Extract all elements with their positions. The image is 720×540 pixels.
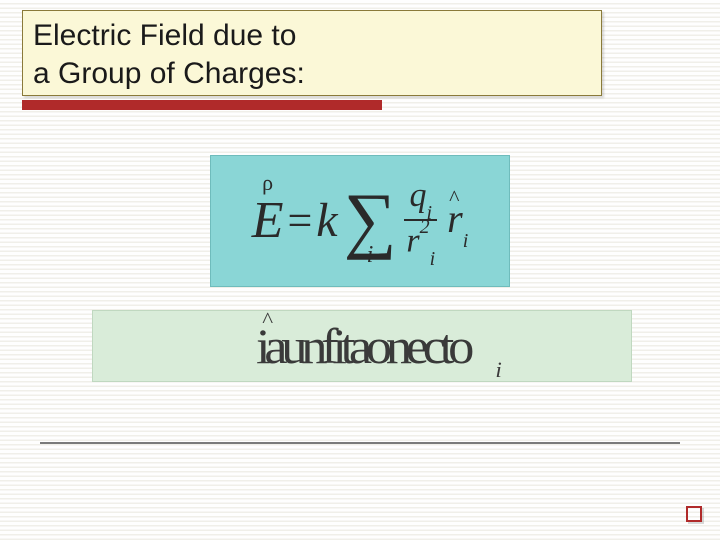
equals-symbol: =: [287, 195, 312, 246]
E-symbol: E: [252, 192, 284, 249]
footer-divider: [40, 442, 680, 444]
title-underline: [22, 100, 382, 110]
vector-decor: ρ: [262, 177, 273, 188]
sigma-index: i: [367, 242, 374, 269]
sigma-wrap: ∑ i: [344, 191, 397, 250]
title-text: Electric Field due to a Group of Charges…: [33, 17, 591, 92]
den-var: r: [406, 223, 419, 260]
unit-vector-r: ^ ri: [447, 195, 468, 247]
title-line-2: a Group of Charges:: [33, 57, 305, 90]
num-var: q: [409, 177, 426, 214]
fraction: qi r2i: [404, 179, 437, 264]
title-line-1: Electric Field due to: [33, 19, 296, 52]
formula-box: ρ E = k ∑ i qi r2i ^ ri: [210, 155, 510, 287]
k-symbol: k: [316, 193, 337, 248]
r-hat: ^: [449, 185, 459, 211]
garbled-main: iaunfitaonecto: [256, 318, 468, 374]
garbled-hat: ^: [262, 310, 267, 333]
fraction-numerator: qi: [407, 179, 434, 218]
garbled-text: ^ iaunfitaonecto i: [256, 317, 468, 375]
slide: Electric Field due to a Group of Charges…: [0, 0, 720, 540]
r-sub: i: [463, 230, 469, 252]
fraction-denominator: r2i: [404, 223, 437, 263]
den-sub: i: [430, 248, 436, 270]
corner-marker: [686, 506, 702, 522]
vector-E: ρ E: [252, 191, 284, 250]
title-box: Electric Field due to a Group of Charges…: [22, 10, 602, 96]
den-sup: 2: [420, 216, 430, 238]
formula: ρ E = k ∑ i qi r2i ^ ri: [252, 179, 469, 264]
garbled-box: ^ iaunfitaonecto i: [92, 310, 632, 382]
